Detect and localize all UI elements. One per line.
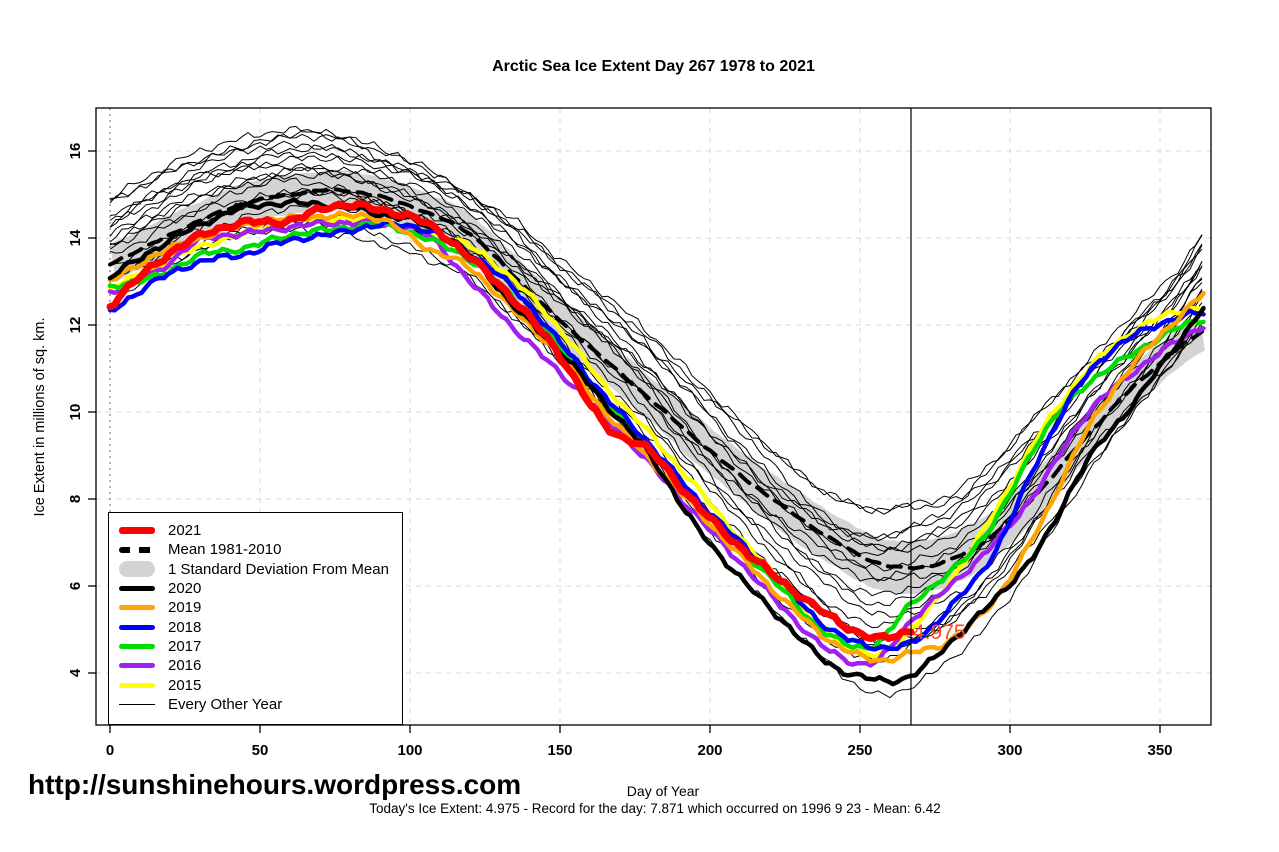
y-tick-label: 10 bbox=[67, 404, 84, 421]
every-other-year-line bbox=[109, 161, 1203, 558]
legend-item-2020: 2020 bbox=[119, 579, 402, 598]
legend-item-2019: 2019 bbox=[119, 598, 402, 617]
x-tick-label: 300 bbox=[997, 742, 1022, 759]
y-tick-label: 14 bbox=[67, 229, 84, 246]
y-tick-label: 4 bbox=[67, 668, 84, 677]
legend-swatch-icon bbox=[119, 682, 155, 688]
chart-title: Arctic Sea Ice Extent Day 267 1978 to 20… bbox=[492, 58, 815, 75]
legend-label: Mean 1981-2010 bbox=[168, 541, 282, 559]
legend-swatch-icon bbox=[119, 703, 155, 706]
legend-item-1-standard-deviation-from-mean: 1 Standard Deviation From Mean bbox=[119, 560, 402, 579]
x-tick-label: 350 bbox=[1147, 742, 1172, 759]
x-tick-label: 150 bbox=[547, 742, 572, 759]
series-2021-line bbox=[106, 200, 915, 642]
y-tick-label: 12 bbox=[67, 317, 84, 334]
legend-swatch-icon bbox=[119, 527, 155, 535]
x-tick-label: 0 bbox=[106, 742, 114, 759]
legend-label: 2020 bbox=[168, 580, 202, 598]
x-tick-label: 100 bbox=[397, 742, 422, 759]
legend-item-every-other-year: Every Other Year bbox=[119, 695, 402, 714]
legend-label: 1 Standard Deviation From Mean bbox=[168, 560, 389, 578]
x-axis-label: Day of Year bbox=[626, 783, 700, 799]
plot-area bbox=[106, 125, 1206, 699]
axis-ticks: 0 50 100 150 200 250 300 350 4 6 8 10 12 14 16 bbox=[67, 143, 1173, 759]
legend-item-mean-1981-2010: Mean 1981-2010 bbox=[119, 540, 402, 559]
plot-border bbox=[95, 107, 1212, 726]
series-mean-1981-2010-line bbox=[108, 187, 1204, 571]
every-other-year-line bbox=[109, 172, 1203, 583]
legend-item-2021: 2021 bbox=[119, 521, 402, 540]
legend-swatch-icon bbox=[119, 663, 155, 669]
y-tick-label: 16 bbox=[67, 143, 84, 160]
watermark-url: http://sunshinehours.wordpress.com bbox=[28, 769, 522, 800]
x-tick-label: 200 bbox=[697, 742, 722, 759]
legend-swatch-icon bbox=[119, 605, 155, 611]
legend-item-2017: 2017 bbox=[119, 637, 402, 656]
legend-swatch-icon bbox=[119, 546, 155, 553]
legend-label: 2016 bbox=[168, 657, 202, 675]
x-tick-label: 50 bbox=[252, 742, 269, 759]
every-other-year-line bbox=[109, 140, 1203, 515]
legend-label: 2021 bbox=[168, 522, 202, 540]
legend-swatch-icon bbox=[119, 586, 155, 592]
series-2020-line bbox=[107, 197, 1206, 687]
legend-item-2016: 2016 bbox=[119, 656, 402, 675]
legend-item-2015: 2015 bbox=[119, 675, 402, 694]
y-tick-label: 8 bbox=[67, 495, 84, 503]
x-tick-label: 250 bbox=[847, 742, 872, 759]
legend-label: 2015 bbox=[168, 676, 202, 694]
legend-label: Every Other Year bbox=[168, 695, 283, 713]
legend-item-2018: 2018 bbox=[119, 617, 402, 636]
legend-swatch-icon bbox=[119, 624, 155, 630]
every-other-year-line bbox=[109, 202, 1203, 618]
today-extent-annotation: 4.975 bbox=[913, 621, 966, 644]
legend-label: 2019 bbox=[168, 599, 202, 617]
every-other-year-line bbox=[109, 133, 1203, 542]
legend: 2021 Mean 1981-2010 1 Standard Deviation F… bbox=[108, 512, 403, 725]
footnote-stats: Today's Ice Extent: 4.975 - Record for t… bbox=[369, 801, 941, 816]
legend-swatch-icon bbox=[119, 643, 155, 649]
legend-swatch-icon bbox=[119, 561, 155, 578]
y-axis-label: Ice Extent in millions of sq. km. bbox=[32, 317, 48, 517]
legend-label: 2018 bbox=[168, 618, 202, 636]
y-tick-label: 6 bbox=[67, 582, 84, 590]
legend-label: 2017 bbox=[168, 637, 202, 655]
